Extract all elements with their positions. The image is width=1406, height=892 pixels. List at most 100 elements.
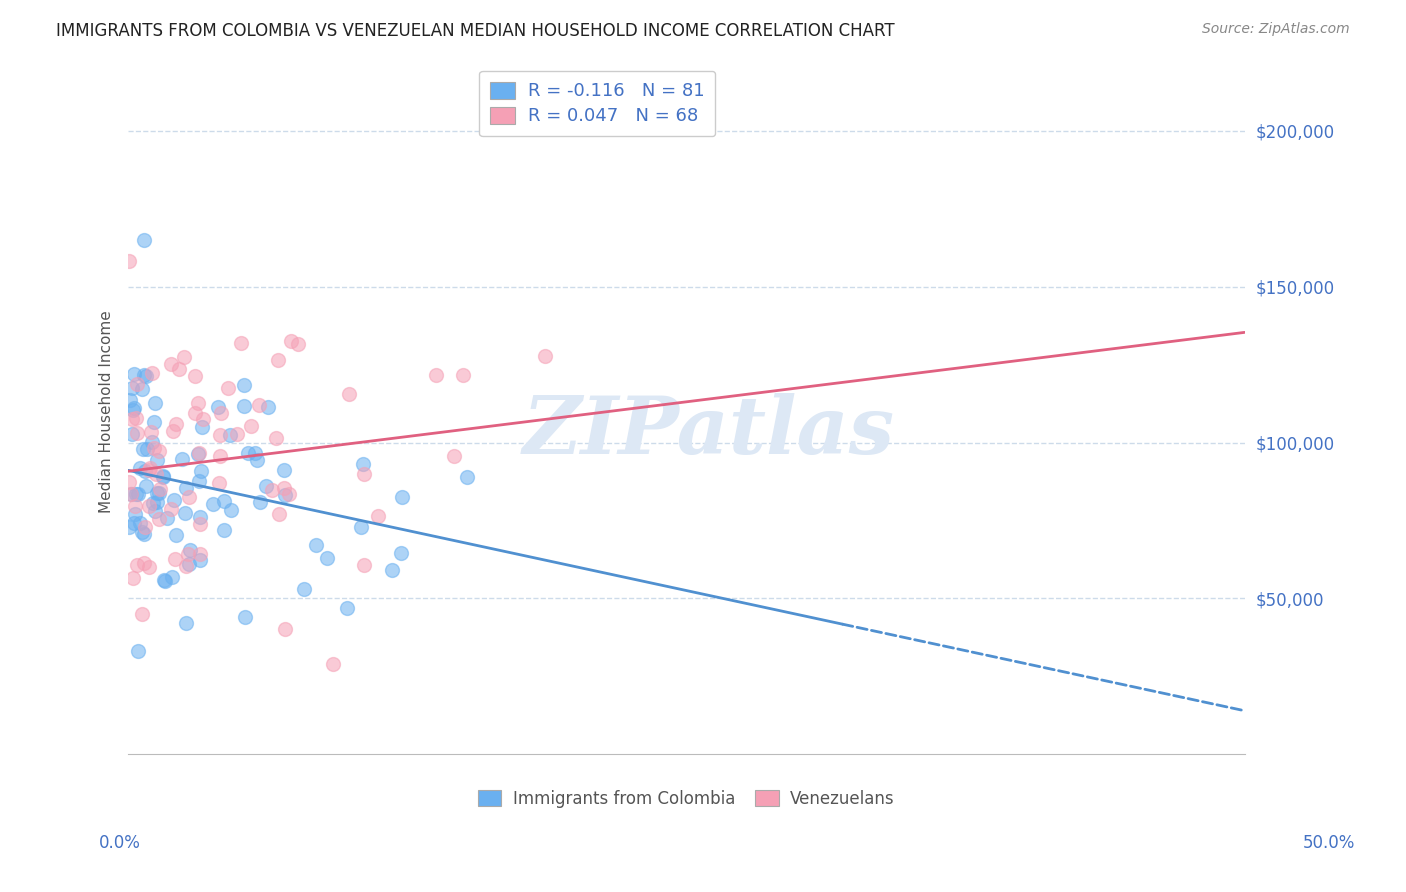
Point [145,495,167,509]
Point [256,400,278,414]
Point [170,452,193,467]
Point [187,396,209,410]
Point [254,479,277,493]
Point [173,350,195,364]
Point [232,378,254,392]
Point [176,482,198,496]
Point [118,253,141,268]
Point [274,622,297,636]
Point [145,485,167,500]
Point [188,547,211,561]
Point [143,415,166,429]
Point [219,503,242,517]
Point [208,449,231,463]
Point [152,469,174,483]
Point [141,366,163,380]
Point [425,368,447,382]
Point [188,509,211,524]
Point [143,504,166,518]
Point [322,657,344,671]
Point [273,463,295,477]
Point [249,398,271,412]
Point [389,546,412,560]
Point [122,367,145,381]
Point [208,428,231,442]
Point [118,475,141,490]
Point [353,457,375,471]
Point [142,496,165,510]
Point [143,441,166,455]
Point [191,420,214,434]
Point [159,502,181,516]
Point [337,387,360,401]
Point [165,528,187,542]
Point [219,427,242,442]
Point [188,552,211,566]
Point [162,424,184,438]
Point [165,551,187,566]
Point [207,400,229,414]
Point [121,381,143,395]
Point [177,547,200,561]
Point [118,520,141,534]
Point [162,570,184,584]
Text: ZIPatlas: ZIPatlas [523,393,894,471]
Point [135,479,157,493]
Point [212,523,235,537]
Point [127,487,149,501]
Point [191,411,214,425]
Point [367,509,389,524]
Point [132,527,155,541]
Point [208,475,231,490]
Point [349,519,371,533]
Point [274,488,297,502]
Y-axis label: Median Household Income: Median Household Income [100,310,114,513]
Point [305,537,328,551]
Point [353,467,375,481]
Point [132,442,155,456]
Point [217,381,239,395]
Point [118,392,141,407]
Text: 50.0%: 50.0% [1302,834,1355,852]
Point [120,486,142,500]
Point [391,490,413,504]
Point [267,353,290,368]
Text: 0.0%: 0.0% [98,834,141,852]
Point [153,573,176,587]
Point [153,574,176,588]
Point [143,396,166,410]
Point [287,337,309,351]
Point [148,512,170,526]
Point [188,446,211,460]
Point [149,482,172,496]
Point [167,362,190,376]
Point [124,499,146,513]
Point [451,368,474,382]
Point [353,558,375,572]
Point [132,556,155,570]
Point [121,427,143,442]
Point [229,336,252,351]
Point [534,349,557,363]
Point [131,607,153,621]
Point [120,487,142,501]
Point [381,563,404,577]
Point [122,401,145,415]
Point [232,399,254,413]
Point [146,453,169,467]
Point [134,464,156,478]
Point [202,497,225,511]
Point [226,427,249,442]
Point [124,411,146,425]
Point [162,493,184,508]
Point [336,601,359,615]
Point [187,447,209,461]
Point [131,524,153,539]
Point [152,470,174,484]
Point [135,369,157,384]
Point [159,357,181,371]
Point [124,507,146,521]
Point [280,334,302,348]
Point [148,443,170,458]
Point [134,520,156,534]
